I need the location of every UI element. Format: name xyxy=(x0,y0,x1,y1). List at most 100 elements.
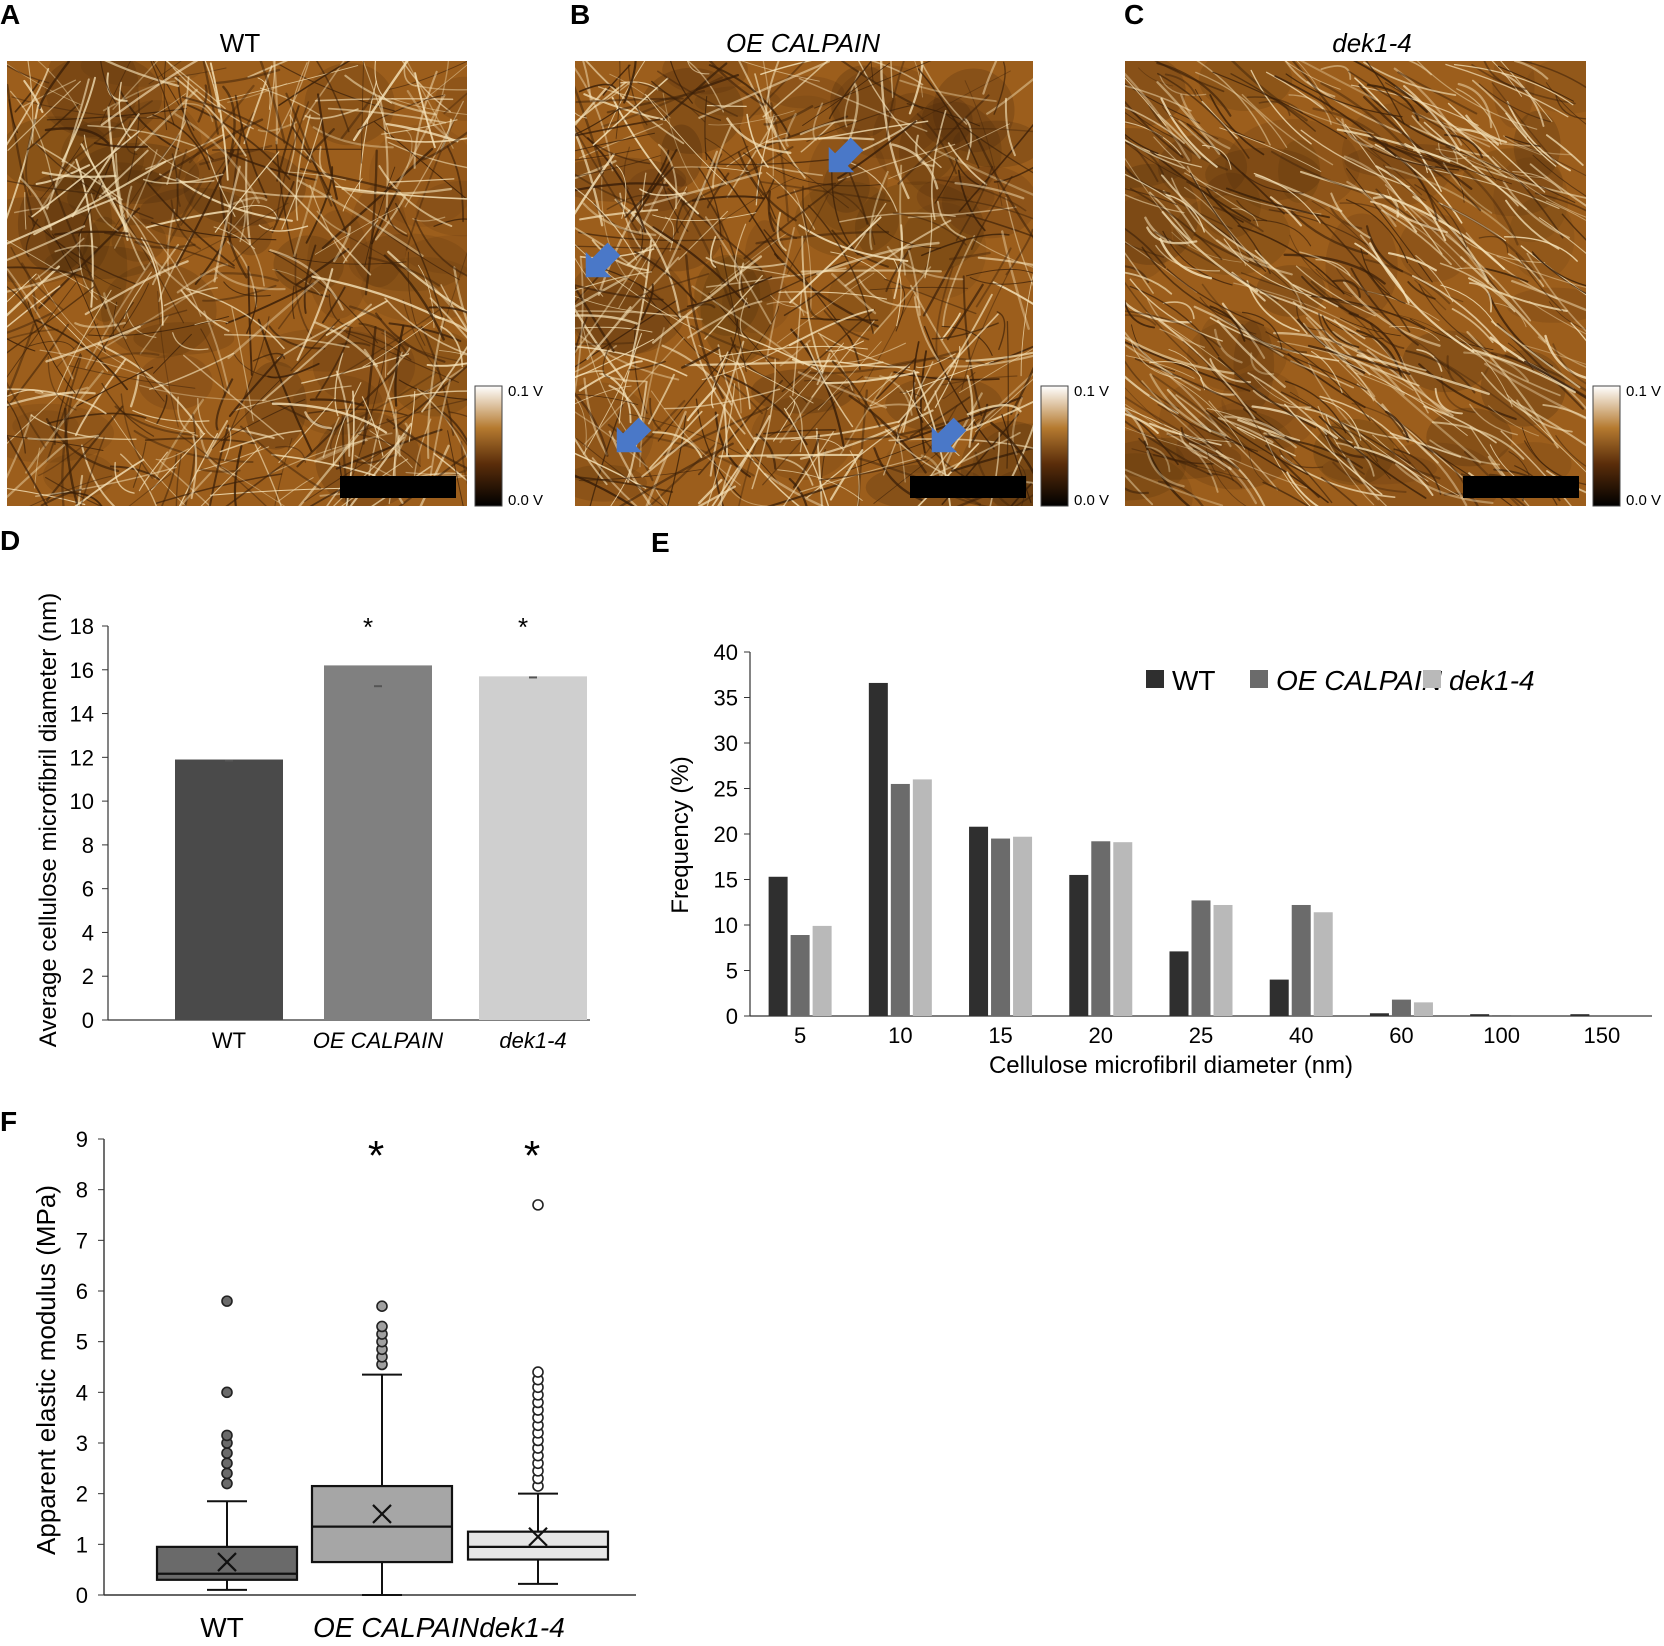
y-axis-label-d: Average cellulose microfibril diameter (… xyxy=(35,593,62,1047)
legend-swatch-e-1 xyxy=(1250,670,1268,688)
y-tick-label-f: 1 xyxy=(76,1532,88,1557)
y-tick-label-d: 2 xyxy=(82,964,94,989)
y-tick-label-d: 16 xyxy=(70,658,94,683)
legend-label-e-0: WT xyxy=(1172,665,1216,696)
bar-e-2-1 xyxy=(991,838,1011,1016)
y-tick-label-d: 8 xyxy=(82,833,94,858)
panel-letter-b: B xyxy=(570,0,590,30)
bar-e-5-1 xyxy=(1291,904,1311,1016)
bar-e-3-0 xyxy=(1069,874,1089,1016)
y-axis-label-f: Apparent elastic modulus (MPa) xyxy=(31,1185,61,1555)
arrow-icon-2 xyxy=(585,242,621,278)
x-tick-label-e-3: 20 xyxy=(1089,1023,1113,1048)
outlier-f-1-5 xyxy=(376,1320,388,1333)
panel-a-title: WT xyxy=(220,28,261,58)
arrow-icon-3 xyxy=(616,417,652,453)
y-tick-label-d: 12 xyxy=(70,745,94,770)
colorbar-c xyxy=(1592,385,1621,507)
bar-e-4-1 xyxy=(1191,900,1211,1016)
legend-label-e-1: OE CALPAIN xyxy=(1276,665,1443,696)
chart-f: 0 1 2 3 4 5 6 7 8 9 WT * OE CALPAIN * dek1-4 Apparent e… xyxy=(31,1127,636,1643)
y-tick-label-f: 0 xyxy=(76,1583,88,1608)
panel-b: B OE CALPAIN 0.1 V 0.0 V xyxy=(570,0,1109,509)
x-tick-label-e-2: 15 xyxy=(988,1023,1012,1048)
bar-e-1-2 xyxy=(912,779,932,1016)
panel-a: A WT 0.1 V 0.0 V xyxy=(0,0,543,509)
x-tick-label-e-4: 25 xyxy=(1189,1023,1213,1048)
bar-e-0-0 xyxy=(768,876,788,1016)
x-tick-label-d-1: OE CALPAIN xyxy=(313,1028,444,1053)
bar-e-6-0 xyxy=(1369,1013,1389,1016)
panel-letter-d: D xyxy=(0,525,20,556)
scale-bar-b xyxy=(910,476,1026,498)
y-tick-label-f: 8 xyxy=(76,1178,88,1203)
box-f-1 xyxy=(310,1484,454,1564)
panel-letter-f: F xyxy=(0,1106,17,1137)
bar-e-7-1 xyxy=(1492,1015,1512,1016)
outlier-f-0-7 xyxy=(221,1295,233,1307)
x-tick-label-d-2: dek1-4 xyxy=(499,1028,566,1053)
significance-d-1: * xyxy=(363,612,373,642)
outlier-f-0-0 xyxy=(221,1477,233,1490)
bar-e-3-2 xyxy=(1113,842,1133,1016)
y-tick-label-d: 14 xyxy=(70,702,94,727)
bar-e-1-1 xyxy=(890,783,910,1016)
bar-e-4-2 xyxy=(1213,904,1233,1016)
bar-e-7-0 xyxy=(1470,1014,1490,1016)
y-tick-label-d: 6 xyxy=(82,877,94,902)
panel-letter-e: E xyxy=(651,527,670,558)
y-tick-label-e: 10 xyxy=(714,913,738,938)
bar-e-5-2 xyxy=(1313,912,1333,1016)
y-tick-label-d: 0 xyxy=(82,1008,94,1033)
bar-e-8-0 xyxy=(1570,1014,1590,1016)
mean-marker-f-2 xyxy=(528,1526,548,1547)
y-tick-label-e: 20 xyxy=(714,822,738,847)
significance-f-1: * xyxy=(368,1132,384,1179)
colorbar-b xyxy=(1040,385,1069,507)
bar-d-1 xyxy=(324,665,432,1020)
y-tick-label-f: 3 xyxy=(76,1431,88,1456)
x-tick-label-e-0: 5 xyxy=(794,1023,806,1048)
outlier-f-0-6 xyxy=(221,1386,233,1399)
outlier-f-0-1 xyxy=(221,1467,233,1480)
afm-image-dek1-4 xyxy=(1125,61,1586,506)
arrow-icon-4 xyxy=(931,417,967,453)
arrow-icon-1 xyxy=(828,137,864,173)
y-tick-label-d: 10 xyxy=(70,789,94,814)
y-tick-label-f: 6 xyxy=(76,1279,88,1304)
panel-c-title: dek1-4 xyxy=(1332,28,1412,58)
bar-e-6-1 xyxy=(1391,999,1411,1016)
significance-f-2: * xyxy=(524,1132,540,1179)
y-tick-label-e: 0 xyxy=(726,1004,738,1029)
y-tick-label-e: 25 xyxy=(714,777,738,802)
outlier-f-1-6 xyxy=(376,1300,388,1312)
bar-e-2-0 xyxy=(969,826,989,1016)
y-tick-label-f: 9 xyxy=(76,1127,88,1152)
legend-label-e-2: dek1-4 xyxy=(1449,665,1535,696)
y-tick-label-e: 5 xyxy=(726,959,738,984)
colorbar-c-min: 0.0 V xyxy=(1626,492,1661,509)
x-tick-label-f-0: WT xyxy=(200,1612,244,1641)
x-tick-label-f-1: OE CALPAIN xyxy=(313,1612,480,1641)
y-axis-label-e: Frequency (%) xyxy=(667,756,694,913)
y-tick-label-e: 30 xyxy=(714,731,738,756)
afm-image-wt xyxy=(7,61,467,506)
x-axis-label-e: Cellulose microfibril diameter (nm) xyxy=(989,1052,1353,1079)
x-tick-label-d-0: WT xyxy=(212,1028,246,1053)
bar-e-6-2 xyxy=(1413,1002,1433,1016)
bar-e-3-1 xyxy=(1091,841,1111,1016)
colorbar-b-max: 0.1 V xyxy=(1074,383,1109,400)
scale-bar-a xyxy=(340,476,456,498)
y-tick-label-d: 18 xyxy=(70,614,94,639)
significance-d-2: * xyxy=(518,612,528,642)
outlier-f-2-15 xyxy=(532,1366,544,1378)
outlier-f-0-3 xyxy=(221,1447,233,1459)
outlier-f-0-5 xyxy=(221,1429,233,1442)
y-tick-label-d: 4 xyxy=(82,920,94,945)
bar-e-4-0 xyxy=(1169,951,1189,1016)
y-tick-label-e: 35 xyxy=(714,686,738,711)
x-tick-label-f-2: dek1-4 xyxy=(479,1612,565,1641)
y-tick-label-f: 4 xyxy=(76,1380,88,1405)
x-tick-label-e-8: 150 xyxy=(1584,1023,1621,1048)
